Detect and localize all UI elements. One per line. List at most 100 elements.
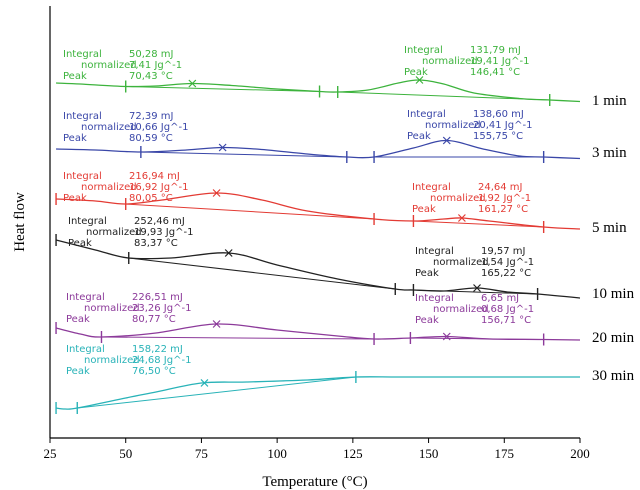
annotation-value-integral: 6,65 mJ: [481, 293, 519, 304]
x-tick-label: 25: [44, 446, 57, 461]
annotation-label-normalized: normalized: [430, 193, 486, 204]
annotation-value-normalized: 24,68 Jg^-1: [132, 355, 191, 366]
x-ticks: 25 50 75 100 125 150 175 200: [44, 438, 590, 461]
annotation-value-normalized: 19,93 Jg^-1: [134, 227, 193, 238]
annotation-label-integral: Integral: [66, 344, 105, 355]
annotation-value-integral: 226,51 mJ: [132, 292, 183, 303]
x-axis-title: Temperature (°C): [262, 474, 367, 490]
annotation-label-peak: Peak: [415, 315, 439, 326]
peak-marker: [457, 214, 466, 222]
annotation-value-peak: 76,50 °C: [132, 366, 176, 377]
baseline: [125, 86, 320, 92]
annotation-value-integral: 19,57 mJ: [481, 246, 526, 257]
annotation-label-peak: Peak: [63, 193, 87, 204]
annotation-value-normalized: 10,66 Jg^-1: [129, 122, 188, 133]
annotation-label-integral: Integral: [66, 292, 105, 303]
annotation-label-peak: Peak: [66, 366, 90, 377]
annotation-value-integral: 24,64 mJ: [478, 182, 523, 193]
annotation-value-normalized: 23,26 Jg^-1: [132, 303, 191, 314]
annotation-label-normalized: normalized: [86, 227, 142, 238]
annotation-value-normalized: 16,92 Jg^-1: [129, 182, 188, 193]
annotation-value-normalized: 19,41 Jg^-1: [470, 56, 529, 67]
x-tick-label: 200: [570, 446, 590, 461]
annotation-value-peak: 146,41 °C: [470, 67, 520, 78]
annotation-value-peak: 80,77 °C: [132, 314, 176, 325]
annotation-label-integral: Integral: [412, 182, 451, 193]
baseline: [101, 336, 375, 340]
baseline: [413, 289, 538, 295]
x-tick-label: 100: [267, 446, 287, 461]
peak-marker: [415, 76, 424, 84]
peak-marker: [200, 379, 209, 387]
peak-marker: [442, 136, 451, 145]
axes: [49, 6, 580, 439]
annotation-label-normalized: normalized: [425, 120, 481, 131]
x-tick-label: 50: [119, 446, 132, 461]
peak-marker: [224, 249, 233, 257]
baseline: [140, 151, 347, 158]
annotation-label-peak: Peak: [407, 131, 431, 142]
curves: [55, 76, 581, 414]
annotation-label-integral: Integral: [68, 216, 107, 227]
annotation-label-integral: Integral: [63, 49, 102, 60]
annotation-value-integral: 216,94 mJ: [129, 171, 180, 182]
annotation-value-integral: 138,60 mJ: [473, 109, 524, 120]
annotation-value-normalized: 20,41 Jg^-1: [473, 120, 532, 131]
annotation-value-peak: 83,37 °C: [134, 238, 178, 249]
rate-label: 20 min: [592, 330, 635, 346]
annotation-value-peak: 155,75 °C: [473, 131, 523, 142]
annotation-label-normalized: normalized: [84, 355, 140, 366]
baseline: [410, 337, 544, 340]
annotation-label-peak: Peak: [415, 268, 439, 279]
peak-marker: [212, 320, 221, 328]
baseline: [125, 203, 375, 220]
annotation-label-peak: Peak: [404, 67, 428, 78]
annotation-value-integral: 158,22 mJ: [132, 344, 183, 355]
annotation-value-integral: 50,28 mJ: [129, 49, 174, 60]
rate-label: 5 min: [592, 220, 627, 236]
annotation-label-normalized: normalized: [81, 60, 137, 71]
peak-marker: [212, 189, 221, 197]
annotation-label-integral: Integral: [407, 109, 446, 120]
rate-labels: 1 min 3 min 5 min 10 min 20 min 30 min: [592, 93, 635, 384]
annotation-label-normalized: normalized: [84, 303, 140, 314]
annotation-value-normalized: 1,54 Jg^-1: [481, 257, 534, 268]
annotation-value-peak: 70,43 °C: [129, 71, 173, 82]
annotation-label-integral: Integral: [415, 293, 454, 304]
rate-label: 1 min: [592, 93, 627, 109]
rate-label: 3 min: [592, 145, 627, 161]
annotation-label-normalized: normalized: [433, 257, 489, 268]
annotation-label-normalized: normalized: [81, 182, 137, 193]
annotation-value-peak: 80,05 °C: [129, 193, 173, 204]
annotation-label-normalized: normalized: [422, 56, 478, 67]
annotation-value-integral: 72,39 mJ: [129, 111, 174, 122]
annotation-value-peak: 80,59 °C: [129, 133, 173, 144]
annotation-label-normalized: normalized: [433, 304, 489, 315]
annotation-label-integral: Integral: [404, 45, 443, 56]
x-tick-label: 75: [195, 446, 208, 461]
annotation-label-peak: Peak: [63, 133, 87, 144]
x-tick-label: 175: [495, 446, 515, 461]
annotation-value-peak: 165,22 °C: [481, 268, 531, 279]
annotation-value-normalized: 1,92 Jg^-1: [478, 193, 531, 204]
annotation-value-normalized: 7,41 Jg^-1: [129, 60, 182, 71]
annotation-label-peak: Peak: [412, 204, 436, 215]
annotation-value-peak: 161,27 °C: [478, 204, 528, 215]
rate-label: 10 min: [592, 286, 635, 302]
annotation-label-normalized: normalized: [81, 122, 137, 133]
annotation-value-integral: 131,79 mJ: [470, 45, 521, 56]
peak-marker: [188, 79, 197, 88]
peak-marker: [442, 332, 451, 341]
annotation-label-peak: Peak: [63, 71, 87, 82]
